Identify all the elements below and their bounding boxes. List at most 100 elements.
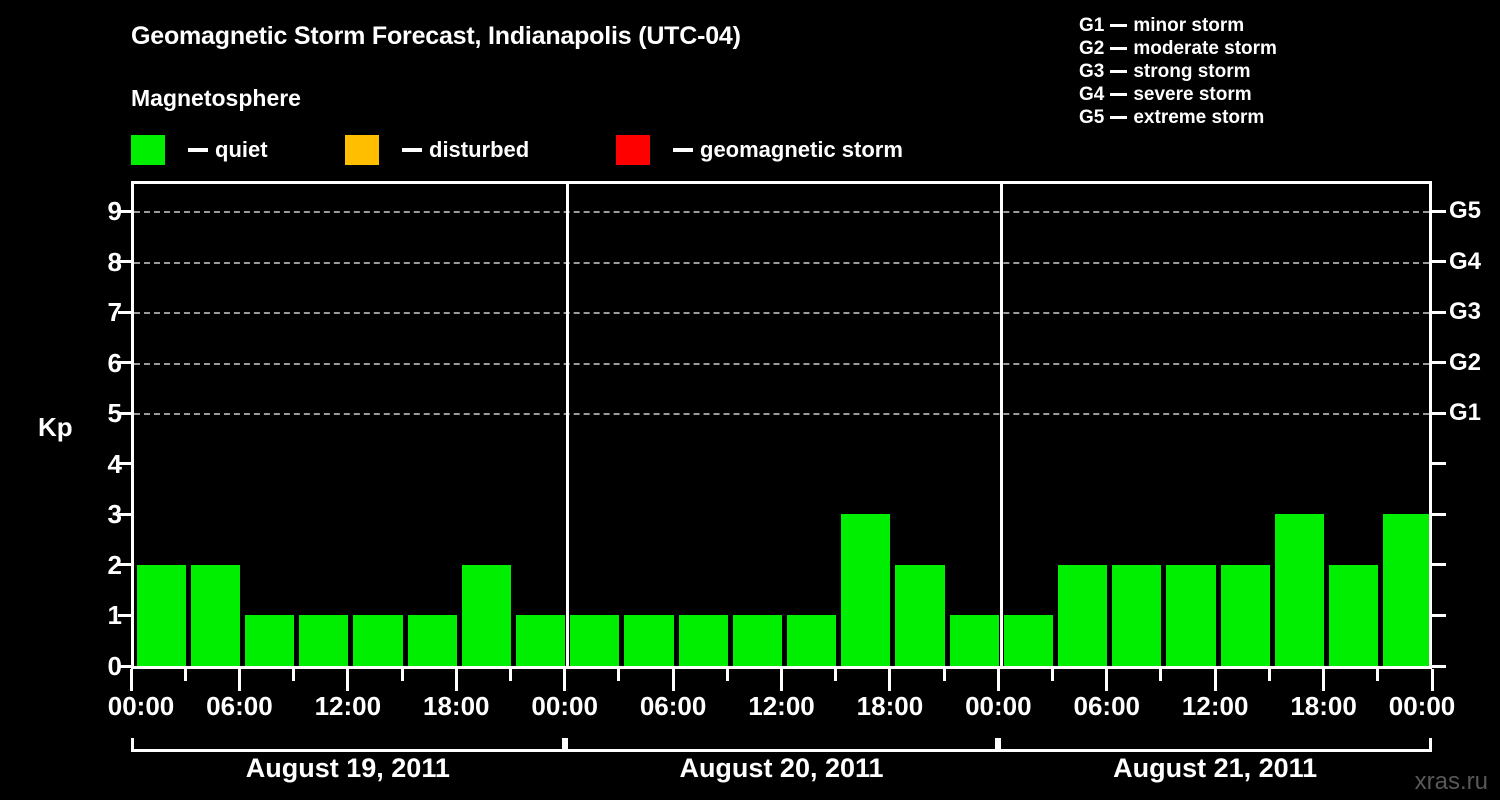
x-tick-major [996,669,1000,691]
legend-dash-icon [673,148,693,152]
x-tick-minor [942,669,946,681]
kp-bar [353,615,403,668]
gscale-code-g2: G2 [1079,37,1105,59]
gridline-kp-9 [134,211,1429,214]
y-tick-mark-2 [118,563,131,567]
date-label: August 20, 2011 [679,753,884,783]
legend-swatch-quiet [131,135,165,165]
gscale-legend-row-g2: G2 moderate storm [1079,37,1277,60]
day-divider [566,184,570,668]
x-tick-major [563,669,567,691]
x-tick-minor [292,669,296,681]
y-tick-label-7: 7 [107,297,122,328]
kp-bar [624,615,674,668]
gscale-desc-g5: extreme storm [1133,106,1265,128]
x-tick-label: 06:00 [639,691,707,721]
gscale-dash-icon [1110,70,1128,73]
x-tick-label: 00:00 [1388,691,1456,721]
y-tick-mark-6 [118,361,131,365]
date-bracket [131,738,565,752]
y-tick-label-6: 6 [107,347,122,378]
x-tick-major [237,669,241,691]
gscale-dash-icon [1110,93,1128,96]
kp-bar [570,615,620,668]
x-tick-minor [1267,669,1271,681]
kp-bar [515,615,566,668]
date-bracket [564,738,999,752]
legend-swatch-geomagnetic-storm [616,135,650,165]
gscale-legend-row-g3: G3 strong storm [1079,60,1277,83]
gscale-dash-icon [1110,116,1128,119]
kp-bar [1383,514,1429,668]
kp-bar [1329,564,1379,668]
x-tick-minor [183,669,187,681]
x-tick-minor [400,669,404,681]
y-tick-label-4: 4 [107,448,122,479]
x-tick-label: 12:00 [1181,691,1249,721]
y-tick-mark-4 [118,462,131,466]
x-tick-major [1213,669,1217,691]
x-tick-major [346,669,350,691]
x-tick-major [1322,669,1326,691]
legend-label-quiet: quiet [215,137,268,162]
y-tick-mark-9 [118,209,131,213]
legend-dash-icon [188,148,208,152]
x-tick-major [1430,669,1434,691]
kp-bar [787,615,837,668]
kp-bar [190,564,240,668]
y-tick-mark-7 [118,310,131,314]
y-tick-mark-0 [118,664,131,668]
x-tick-major [1105,669,1109,691]
y-tick-label-0: 0 [107,651,122,681]
x-tick-minor [725,669,729,681]
watermark: xras.ru [1414,768,1488,795]
date-label: August 19, 2011 [245,753,450,783]
x-tick-label: 18:00 [1290,691,1357,721]
kp-bar [244,615,295,668]
x-tick-label: 18:00 [423,691,490,721]
g-tick-mark-g1 [1432,411,1446,415]
kp-bar [1220,564,1270,668]
gscale-legend-row-g4: G4 severe storm [1079,83,1277,106]
x-tick-label: 00:00 [107,691,175,721]
x-axis-line [131,666,1432,669]
gridline-kp-6 [134,362,1429,365]
right-tick-mark-3 [1432,512,1446,516]
x-tick-label: 12:00 [314,691,382,721]
magnetosphere-legend: quiet disturbed geomagnetic storm [131,133,1031,167]
kp-bar [1112,564,1162,668]
gscale-code-g3: G3 [1079,60,1105,82]
day-divider [999,184,1003,668]
legend-heading: Magnetosphere [131,85,301,111]
gscale-desc-g2: moderate storm [1133,37,1277,59]
gscale-dash-icon [1110,24,1128,27]
g-axis-label-g1: G1 [1449,399,1482,427]
gscale-legend: G1 minor storm G2 moderate storm G3 strong st… [1079,14,1277,129]
legend-entry-disturbed: disturbed [345,133,529,167]
right-tick-mark-2 [1432,563,1446,567]
y-tick-mark-5 [118,411,131,415]
legend-label-geomagnetic-storm: geomagnetic storm [700,137,903,162]
kp-bar [841,514,891,668]
legend-label-disturbed: disturbed [429,137,530,162]
x-tick-minor [617,669,621,681]
gscale-code-g5: G5 [1079,106,1105,128]
legend-entry-quiet: quiet [131,133,268,167]
x-tick-label: 12:00 [748,691,815,721]
x-tick-major [671,669,675,691]
g-tick-mark-g5 [1432,209,1446,213]
kp-bar [1274,514,1325,668]
kp-bar [299,615,349,668]
g-tick-mark-g3 [1432,310,1446,314]
kp-bar [949,615,999,668]
right-tick-mark-1 [1432,613,1446,617]
kp-bar [1058,564,1108,668]
x-tick-label: 18:00 [856,691,924,721]
kp-bar [1003,615,1054,668]
y-tick-label-2: 2 [107,549,122,580]
y-tick-label-3: 3 [107,499,122,530]
kp-bar [895,564,945,668]
y-tick-label-9: 9 [107,196,122,227]
kp-bar [407,615,457,668]
x-tick-label: 00:00 [965,691,1032,721]
